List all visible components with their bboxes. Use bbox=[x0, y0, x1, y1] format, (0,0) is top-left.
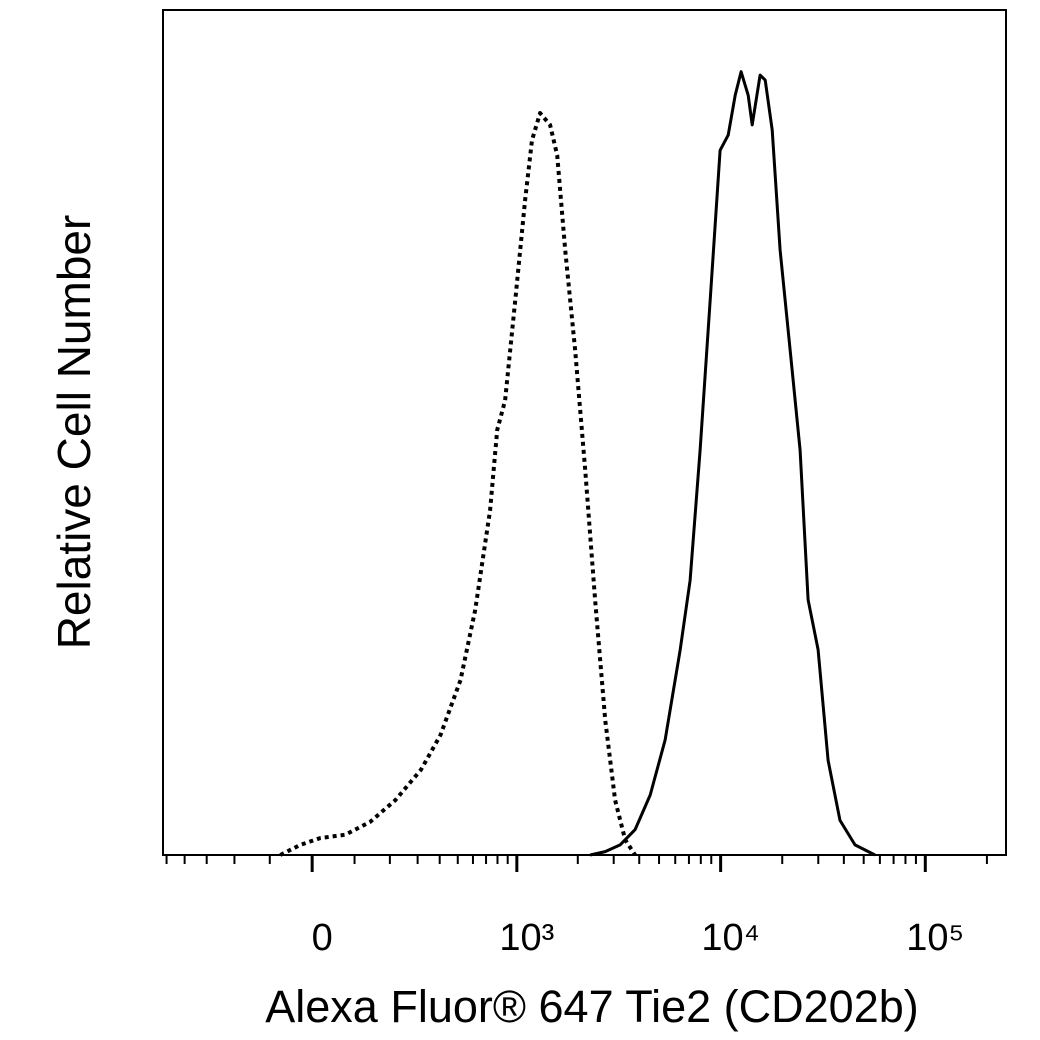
x-tick-label: 10⁵ bbox=[906, 917, 964, 959]
plot-frame bbox=[162, 9, 1007, 856]
y-axis-label: Relative Cell Number bbox=[48, 215, 100, 650]
histogram-line bbox=[279, 111, 637, 857]
x-tick-label: 0 bbox=[312, 917, 333, 959]
x-axis-label: Alexa Fluor® 647 Tie2 (CD202b) bbox=[265, 981, 918, 1032]
x-tick-label: 10³ bbox=[499, 917, 554, 959]
x-tick-label: 10⁴ bbox=[701, 917, 760, 959]
histogram-line bbox=[589, 70, 876, 857]
